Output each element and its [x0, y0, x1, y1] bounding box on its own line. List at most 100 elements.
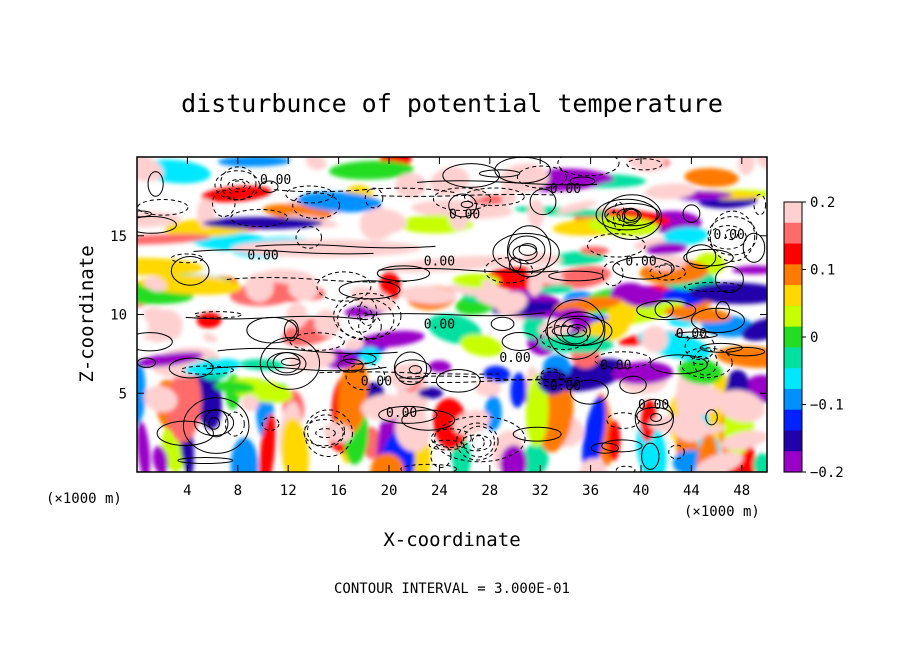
contour-line	[691, 307, 745, 334]
contour-line	[428, 439, 465, 451]
field-cell	[522, 443, 549, 472]
contour-line	[365, 312, 546, 317]
colorbar-swatch	[784, 347, 802, 369]
contour-line	[606, 412, 640, 429]
x-tick-label: 16	[330, 483, 347, 499]
field-cell	[482, 279, 495, 291]
contour-label: 0.00	[550, 379, 581, 394]
field-cell	[732, 265, 767, 275]
field-cell	[184, 358, 241, 376]
colorbar-tick-label: 0	[810, 330, 818, 346]
colorbar-swatch	[784, 243, 802, 265]
contour-line	[462, 425, 495, 458]
contour-line	[540, 367, 561, 383]
field-cell	[467, 185, 485, 200]
colorbar-tick-label: −0.1	[810, 398, 844, 414]
contour-line	[545, 315, 613, 347]
field-cell	[370, 453, 405, 472]
contour-interval-note: CONTOUR INTERVAL = 3.000E-01	[334, 581, 570, 597]
field-cell	[446, 284, 518, 299]
field-cell	[400, 285, 457, 305]
contour-line	[217, 347, 398, 355]
contour-line	[668, 444, 685, 460]
field-cell	[429, 166, 470, 197]
field-cell	[678, 358, 723, 385]
field-cell	[241, 394, 259, 412]
contour-line	[601, 194, 663, 240]
contour-line	[376, 265, 431, 282]
field-cell	[453, 409, 490, 436]
contour-line	[417, 180, 598, 186]
contour-line	[430, 428, 472, 448]
contour-label: 0.00	[676, 327, 707, 342]
field-cell	[394, 172, 427, 199]
contour-line	[540, 324, 589, 351]
field-cell	[673, 413, 708, 442]
contour-line	[546, 299, 606, 360]
field-cell	[137, 211, 181, 228]
contour-label: 0.00	[424, 255, 455, 270]
contour-line	[230, 208, 289, 228]
field-cell	[144, 276, 167, 292]
contour-line	[682, 204, 701, 223]
contour-line	[358, 314, 382, 340]
field-cell	[645, 242, 688, 255]
field-cell	[641, 325, 668, 353]
contour-line	[378, 268, 559, 273]
field-cell	[474, 379, 502, 397]
contour-line	[484, 257, 534, 284]
contour-line	[289, 332, 345, 351]
contour-line	[691, 355, 710, 365]
contour-line	[601, 439, 643, 453]
contour-line	[612, 256, 675, 280]
contour-line	[613, 201, 626, 231]
x-axis: 4 8 12 16 20 24 28 32 36 40 44 48	[183, 157, 750, 499]
contour-label: 0.00	[361, 374, 392, 389]
contour-line	[674, 331, 718, 339]
contour-line	[364, 187, 384, 209]
contour-line	[304, 409, 353, 457]
contour-line	[742, 232, 766, 263]
x-unit-label-left: (×1000 m)	[46, 491, 122, 507]
contour-line	[292, 192, 341, 219]
contour-line	[170, 256, 210, 286]
contour-line	[569, 176, 596, 186]
contour-line	[231, 180, 246, 190]
contour-line	[709, 210, 756, 262]
field-cell	[323, 422, 353, 443]
x-tick-label: 40	[633, 483, 650, 499]
field-cell	[217, 157, 291, 167]
contour-line	[408, 365, 422, 375]
field-blobs	[137, 157, 767, 472]
contour-line	[650, 413, 663, 422]
contour-line	[705, 409, 718, 426]
contour-line	[724, 228, 739, 241]
field-cell	[137, 157, 164, 182]
contour-line	[226, 277, 407, 283]
contour-line	[641, 442, 660, 470]
contour-line	[516, 165, 568, 189]
field-cell	[644, 183, 696, 200]
contour-line	[394, 359, 432, 380]
contour-line	[615, 465, 636, 472]
colorbar-swatch	[784, 305, 802, 328]
contour-line	[478, 169, 521, 178]
contour-line	[338, 280, 401, 300]
colorbar-swatch	[784, 368, 802, 390]
contour-label: 0.00	[625, 255, 656, 270]
contour-line	[137, 215, 177, 234]
colorbar-swatch	[784, 430, 802, 452]
field-cell	[196, 312, 222, 329]
contour-line	[490, 316, 515, 331]
contour-line	[432, 187, 492, 212]
contour-line	[401, 409, 456, 431]
colorbar-tick-label: 0.2	[810, 195, 835, 211]
field-cell	[695, 452, 744, 472]
contour-label: 0.00	[386, 406, 417, 421]
contour-label-group: 0.00 0.00 0.00 0.00 0.00 0.00 0.00 0.00 0.00 0.00…	[247, 173, 745, 421]
contour-line	[255, 244, 436, 249]
x-tick-label: 48	[733, 483, 750, 499]
field-cell	[143, 385, 178, 413]
contour-line	[460, 200, 474, 209]
field-cell	[448, 200, 469, 231]
